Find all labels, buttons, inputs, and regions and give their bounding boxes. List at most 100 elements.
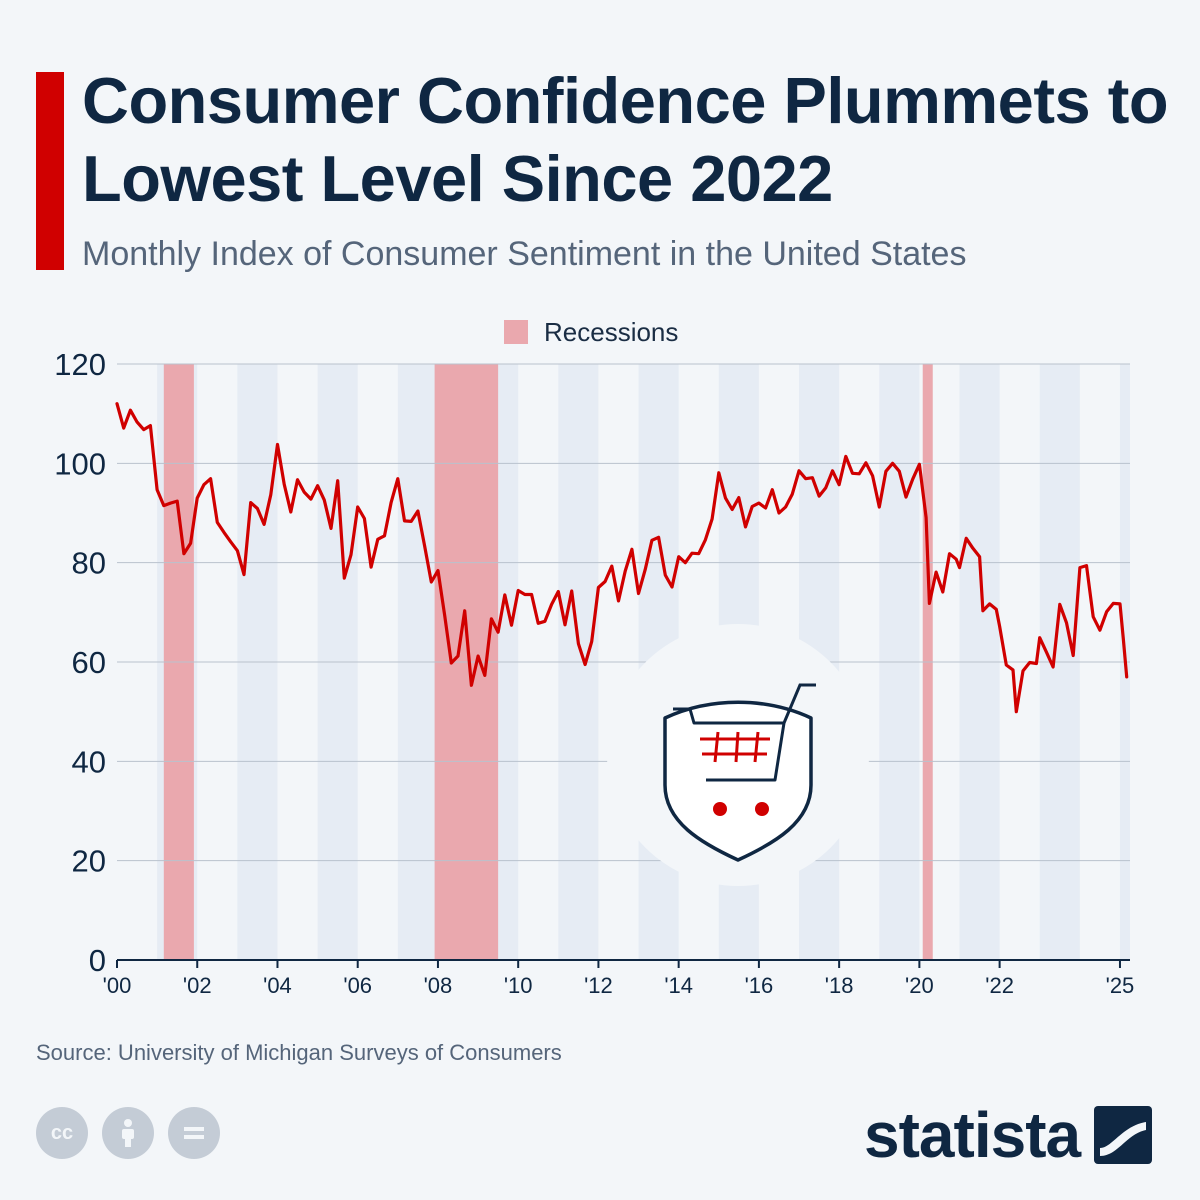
data-point (878, 505, 881, 509)
data-point (777, 511, 781, 515)
y-tick-label: 80 (72, 546, 106, 581)
data-point (965, 537, 968, 540)
chart-legend: Recessions (504, 314, 678, 350)
y-tick-label: 100 (54, 446, 106, 481)
data-point (771, 488, 774, 491)
data-point (523, 593, 527, 596)
data-point (262, 523, 266, 526)
data-point (1038, 636, 1041, 639)
data-point (396, 477, 399, 480)
data-point (563, 623, 567, 626)
data-point (650, 539, 654, 542)
data-point (690, 552, 694, 555)
data-point (1118, 602, 1122, 606)
data-point (1105, 610, 1108, 613)
data-point (998, 625, 1001, 628)
y-tick-label: 20 (72, 844, 106, 879)
data-point (958, 566, 961, 569)
data-point (149, 424, 152, 427)
x-tick-label: '22 (985, 973, 1014, 998)
data-point (1072, 654, 1075, 657)
data-point (630, 548, 634, 551)
y-tick-label: 120 (54, 347, 106, 382)
x-tick-label: '16 (745, 973, 774, 998)
data-point (1028, 661, 1031, 664)
data-point (924, 516, 928, 519)
data-point (697, 552, 700, 555)
data-point (289, 510, 292, 514)
data-point (423, 544, 426, 547)
statista-logo-icon (1094, 1106, 1153, 1164)
data-point (577, 642, 580, 645)
data-point (824, 486, 827, 489)
y-axis: 0 20 40 60 80 100 120 (54, 347, 106, 978)
x-tick-label: '02 (183, 973, 212, 998)
data-point (637, 592, 640, 595)
legend-swatch-recessions (504, 320, 528, 344)
data-point (169, 501, 172, 505)
data-point (610, 564, 613, 568)
shopping-cart-shield-icon (607, 624, 869, 886)
data-point (804, 477, 807, 480)
data-point (222, 531, 226, 534)
data-point (115, 402, 119, 405)
attribution-icon[interactable] (102, 1107, 154, 1159)
data-point (971, 547, 975, 550)
data-point (871, 474, 874, 477)
data-point (1005, 663, 1008, 667)
data-point (757, 501, 761, 505)
data-point (189, 542, 192, 545)
data-point (430, 580, 433, 584)
data-point (383, 534, 386, 537)
data-point (416, 509, 420, 513)
data-point (403, 519, 406, 523)
data-point (1125, 675, 1128, 679)
data-point (329, 527, 333, 530)
data-point (356, 505, 359, 509)
data-point (343, 576, 346, 580)
data-point (1085, 564, 1088, 567)
statista-brand[interactable]: statista (864, 1098, 1153, 1172)
data-point (1058, 603, 1062, 606)
data-point (704, 538, 707, 541)
y-tick-label: 60 (72, 645, 106, 680)
data-point (176, 499, 179, 503)
data-point (543, 620, 547, 623)
data-point (182, 552, 186, 555)
data-point (995, 608, 998, 611)
data-point (981, 609, 985, 612)
data-point (122, 426, 125, 430)
data-point (537, 622, 540, 625)
data-point (590, 640, 593, 643)
data-point (283, 483, 286, 486)
cc-icon[interactable]: cc (36, 1107, 88, 1159)
data-point (443, 613, 446, 616)
no-derivatives-icon[interactable] (168, 1107, 220, 1159)
data-point (884, 470, 888, 473)
data-point (1011, 668, 1015, 672)
data-point (791, 492, 794, 496)
data-point (1015, 710, 1018, 713)
data-point (196, 496, 199, 500)
data-point (336, 479, 339, 482)
data-point (463, 609, 466, 612)
data-point (624, 569, 627, 573)
data-point (817, 494, 821, 498)
data-point (496, 631, 500, 634)
data-point (1112, 602, 1115, 605)
x-tick-label: '12 (584, 973, 613, 998)
data-point (724, 496, 727, 500)
data-point (948, 552, 951, 555)
data-point (490, 617, 493, 620)
data-point (142, 428, 145, 431)
data-point (309, 497, 313, 501)
data-point (988, 602, 991, 606)
data-point (918, 463, 921, 466)
x-tick-label: '14 (664, 973, 693, 998)
data-point (751, 505, 754, 508)
data-point (898, 470, 901, 473)
line-chart: 0 20 40 60 80 100 120 '00 '02 '04 '06 '08 '10 '12 '14… (54, 347, 1135, 998)
data-point (1045, 650, 1048, 654)
data-point (797, 469, 801, 472)
x-tick-label: '25 (1106, 973, 1135, 998)
